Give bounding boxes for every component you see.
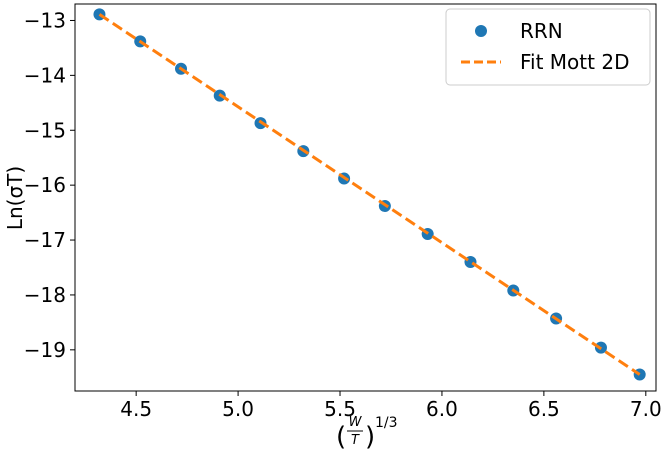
x-tick-label: 6.0 [426, 397, 458, 421]
fit-line [98, 13, 641, 376]
x-tick-label: 7.0 [630, 397, 661, 421]
x-axis-label-numerator: W [349, 415, 363, 430]
legend-label-rrn: RRN [520, 19, 563, 43]
x-axis-label-open-paren: ( [336, 422, 346, 451]
series-layer [93, 8, 646, 381]
y-ticks: −13 −14 −15 −16 −17 −18 −19 [24, 8, 75, 362]
y-tick-label: −17 [24, 228, 66, 252]
y-tick-label: −18 [24, 283, 66, 307]
y-axis-label: Ln(σT) [3, 166, 27, 230]
y-tick-label: −14 [24, 63, 66, 87]
x-axis-label: ( W T ) 1/3 [336, 415, 398, 451]
x-axis-label-denominator: T [351, 433, 360, 448]
x-ticks: 4.5 5.0 5.5 6.0 6.5 7.0 [120, 391, 661, 421]
x-axis-label-close-paren: ) [365, 422, 375, 451]
x-tick-label: 4.5 [120, 397, 152, 421]
y-tick-label: −15 [24, 118, 66, 142]
x-axis-label-exponent: 1/3 [375, 415, 398, 431]
x-tick-label: 5.5 [324, 397, 356, 421]
legend-label-fit: Fit Mott 2D [520, 50, 629, 74]
x-tick-label: 5.0 [222, 397, 254, 421]
x-tick-label: 6.5 [528, 397, 560, 421]
y-tick-label: −13 [24, 8, 66, 32]
legend: RRN Fit Mott 2D [445, 8, 651, 86]
y-tick-label: −16 [24, 173, 66, 197]
y-tick-label: −19 [24, 338, 66, 362]
legend-frame [445, 8, 651, 86]
legend-marker-rrn [475, 25, 487, 37]
